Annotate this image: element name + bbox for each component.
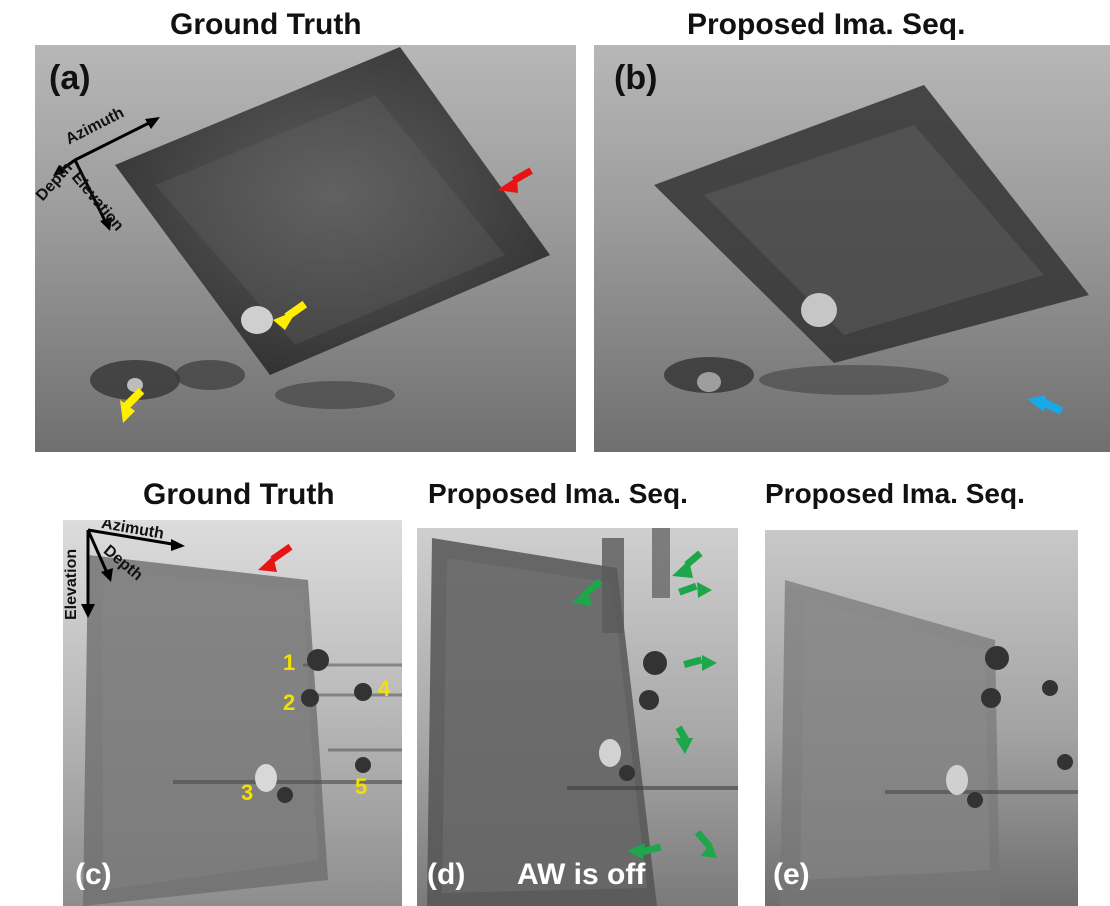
panel-a-label: (a) bbox=[49, 59, 91, 97]
title-b: Proposed Ima. Seq. bbox=[687, 8, 966, 41]
volume-block bbox=[654, 85, 1089, 363]
panel-c-label: (c) bbox=[75, 858, 112, 891]
inclusion-3 bbox=[946, 765, 968, 795]
artifact-column bbox=[602, 538, 624, 633]
inclusion-3 bbox=[599, 739, 621, 767]
inclusion-3 bbox=[255, 764, 277, 792]
green-arrow-icon bbox=[572, 578, 603, 606]
panel-c: Azimuth Depth Elevation 1 2 3 4 5 (c) bbox=[63, 520, 402, 906]
green-arrow-icon bbox=[678, 582, 712, 598]
green-arrow-icon bbox=[672, 550, 703, 578]
volume-speckle bbox=[704, 125, 1044, 335]
inclusion-3-shadow bbox=[277, 787, 293, 803]
volume-slab bbox=[427, 538, 657, 906]
inclusion-small bbox=[697, 372, 721, 392]
title-a: Ground Truth bbox=[170, 8, 362, 41]
inclusion-bright bbox=[801, 293, 837, 327]
red-arrow-icon bbox=[258, 543, 293, 572]
red-arrow-icon bbox=[497, 167, 533, 193]
yellow-arrow-icon bbox=[120, 388, 145, 423]
volume-speckle bbox=[155, 95, 505, 345]
volume-slab bbox=[83, 555, 328, 906]
panel-d-caption: AW is off bbox=[517, 858, 646, 891]
inclusion-2 bbox=[981, 688, 1001, 708]
inclusion-5 bbox=[1057, 754, 1073, 770]
tail-blob-2 bbox=[759, 365, 949, 395]
axis-arrows bbox=[53, 117, 160, 231]
panel-e-render bbox=[780, 580, 1078, 906]
panel-d: (d) AW is off bbox=[417, 528, 738, 906]
inclusion-5 bbox=[355, 757, 371, 773]
inclusion-2 bbox=[639, 690, 659, 710]
green-arrow-icon bbox=[683, 655, 717, 671]
inclusion-1 bbox=[985, 646, 1009, 670]
panel-c-render bbox=[81, 528, 402, 906]
tail-blob-3 bbox=[275, 381, 395, 409]
inclusion-number-1: 1 bbox=[283, 650, 296, 675]
inclusion-1 bbox=[643, 651, 667, 675]
volume-speckle bbox=[800, 600, 990, 880]
green-arrow-icon bbox=[675, 725, 693, 754]
inclusion-bright bbox=[241, 306, 273, 334]
inclusion-3-shadow bbox=[967, 792, 983, 808]
panel-a-render bbox=[53, 47, 550, 423]
axis-elevation-label: Elevation bbox=[63, 548, 80, 620]
inclusion-number-3: 3 bbox=[241, 780, 254, 805]
inclusion-number-4: 4 bbox=[378, 676, 391, 701]
panel-b-label: (b) bbox=[614, 59, 658, 97]
panel-b-render bbox=[654, 85, 1089, 415]
volume-block bbox=[115, 47, 550, 375]
panel-d-render bbox=[427, 528, 738, 906]
volume-speckle bbox=[103, 570, 318, 890]
inclusion-4 bbox=[1042, 680, 1058, 696]
title-d: Proposed Ima. Seq. bbox=[428, 478, 688, 509]
panel-e-label: (e) bbox=[773, 858, 810, 891]
green-arrow-icon bbox=[694, 829, 717, 858]
inclusion-small bbox=[127, 378, 143, 392]
panel-d-label: (d) bbox=[427, 858, 466, 891]
panel-a: (a) Azimuth Depth Elevation bbox=[35, 45, 576, 452]
volume-slab bbox=[780, 580, 1000, 906]
inclusion-number-5: 5 bbox=[355, 774, 368, 799]
blue-arrow-icon bbox=[1027, 395, 1064, 415]
volume-speckle bbox=[442, 558, 647, 893]
yellow-arrow-icon bbox=[273, 300, 308, 330]
artifact-column bbox=[652, 528, 670, 598]
title-c: Ground Truth bbox=[143, 478, 335, 511]
inclusion-4 bbox=[354, 683, 372, 701]
inclusion-3-shadow bbox=[619, 765, 635, 781]
title-e: Proposed Ima. Seq. bbox=[765, 478, 1025, 509]
green-arrow-icon bbox=[627, 843, 662, 859]
inclusion-1 bbox=[307, 649, 329, 671]
axis-arrows bbox=[81, 528, 185, 618]
panel-b: (b) bbox=[594, 45, 1110, 452]
inclusion-number-2: 2 bbox=[283, 690, 296, 715]
inclusion-2 bbox=[301, 689, 319, 707]
panel-e: (e) bbox=[765, 530, 1078, 906]
tail-blob-2 bbox=[175, 360, 245, 390]
